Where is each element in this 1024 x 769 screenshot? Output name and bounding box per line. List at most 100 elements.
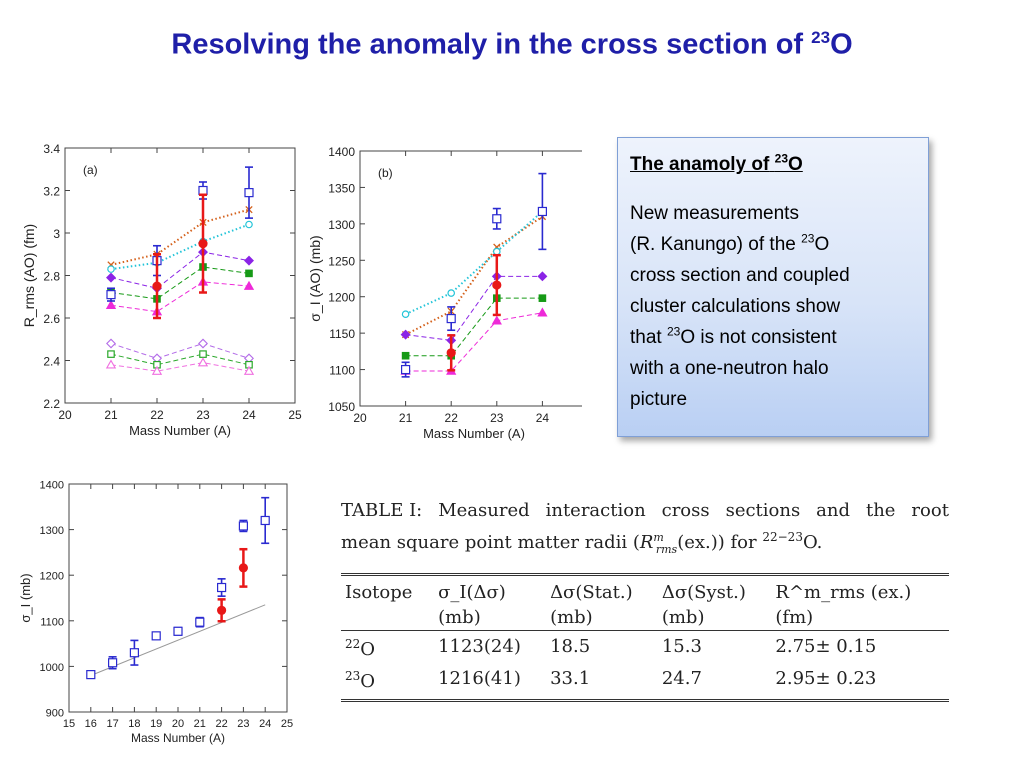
series-line bbox=[405, 312, 543, 372]
header-cell: R^m_rms (ex.) bbox=[771, 572, 949, 605]
callout-body: New measurements (R. Kanungo) of the 23O… bbox=[630, 198, 916, 415]
data-point bbox=[195, 617, 205, 627]
plot-frame bbox=[64, 147, 296, 404]
y-tick-label: 2.4 bbox=[43, 355, 60, 369]
sigma-cell: 1216(41) bbox=[434, 662, 547, 702]
x-tick-label: 17 bbox=[106, 718, 118, 730]
data-point bbox=[245, 269, 253, 278]
header-unit: (fm) bbox=[775, 606, 814, 628]
series-line bbox=[110, 362, 250, 372]
data-point bbox=[105, 299, 117, 309]
series-line bbox=[405, 215, 543, 336]
y-tick-label: 1100 bbox=[329, 364, 355, 378]
stat-cell: 33.1 bbox=[546, 662, 658, 702]
x-tick-label: 18 bbox=[128, 718, 140, 730]
callout-line: O bbox=[814, 234, 830, 255]
caption-text: mean square point matter radii ( bbox=[341, 532, 640, 553]
y-tick-label: 2.8 bbox=[43, 270, 60, 284]
y-tick-label: 1250 bbox=[328, 254, 355, 268]
y-tick-label: 1100 bbox=[40, 616, 64, 628]
y-tick-label: 1350 bbox=[328, 181, 355, 195]
x-tick-label: 25 bbox=[281, 718, 293, 730]
y-tick-label: 3.2 bbox=[43, 185, 60, 199]
plot-frame bbox=[68, 483, 288, 713]
data-point bbox=[244, 255, 254, 266]
data-point bbox=[243, 280, 255, 290]
callout-line: cluster calculations show bbox=[630, 296, 841, 317]
data-point bbox=[243, 365, 255, 375]
table-row: 22O 1123(24) 18.5 15.3 2.75± 0.15 bbox=[341, 629, 949, 663]
plot-frame bbox=[359, 150, 589, 407]
data-point bbox=[238, 521, 248, 531]
caption-word: the bbox=[865, 500, 896, 521]
x-tick-label: 24 bbox=[536, 411, 550, 425]
isotope-cell: 23O bbox=[341, 662, 435, 702]
x-tick-label: 22 bbox=[215, 718, 227, 730]
x-tick-label: 20 bbox=[58, 408, 72, 422]
callout-line: with a one-neutron halo bbox=[630, 358, 829, 379]
x-tick-label: 24 bbox=[259, 718, 271, 730]
header-unit bbox=[341, 605, 434, 631]
chart-b-panel: 20 21 22 23 24 1050 1100 1150 1200 1250 1300 1350 14… bbox=[302, 138, 589, 450]
series-line bbox=[110, 342, 250, 359]
isotope-element: O bbox=[360, 670, 376, 692]
table-caption: TABLE I: Measured interaction cross sect… bbox=[341, 497, 949, 563]
callout-line: O is not consistent bbox=[680, 327, 837, 348]
caption-R: R bbox=[639, 532, 654, 553]
series-line bbox=[110, 266, 250, 300]
x-tick-label: 15 bbox=[63, 718, 75, 730]
radius-cell: 2.95± 0.23 bbox=[771, 662, 949, 702]
data-point bbox=[107, 265, 115, 273]
data-point bbox=[217, 582, 227, 593]
data-point bbox=[492, 280, 502, 290]
y-tick-label: 2.2 bbox=[43, 397, 60, 411]
data-point bbox=[106, 338, 116, 349]
data-point bbox=[238, 563, 248, 573]
x-tick-label: 21 bbox=[399, 411, 413, 425]
header-cell: Δσ(Stat.) bbox=[546, 572, 658, 605]
data-point bbox=[105, 359, 117, 369]
isotope-element: O bbox=[360, 638, 376, 660]
data-point bbox=[446, 348, 456, 358]
header-unit: (mb) bbox=[438, 606, 481, 628]
syst-cell: 15.3 bbox=[657, 629, 772, 663]
y-tick-label: 1400 bbox=[328, 145, 355, 159]
data-point bbox=[198, 185, 208, 196]
x-tick-label: 19 bbox=[150, 718, 162, 730]
x-axis-label: Mass Number (A) bbox=[129, 423, 231, 438]
caption-R-sup: m bbox=[653, 531, 664, 544]
data-point bbox=[151, 365, 163, 375]
caption-word: sections bbox=[725, 500, 801, 521]
series-line bbox=[90, 604, 266, 676]
y-axis-label: σ_I (mb) bbox=[18, 573, 33, 622]
header-cell: Δσ(Syst.) bbox=[657, 572, 772, 605]
page-title: Resolving the anomaly in the cross secti… bbox=[0, 28, 1024, 62]
data-point bbox=[217, 605, 227, 615]
data-point bbox=[106, 290, 116, 300]
chart-c-panel: 15 16 17 18 19 20 21 22 23 24 25 900 1000 1100 1200 130… bbox=[14, 474, 300, 764]
data-point bbox=[106, 272, 116, 283]
series-line bbox=[110, 281, 250, 313]
x-tick-label: 23 bbox=[237, 718, 249, 730]
data-point bbox=[152, 281, 162, 291]
caption-iso: O. bbox=[802, 532, 823, 553]
header-unit: (mb) bbox=[550, 606, 593, 628]
y-tick-label: 2.6 bbox=[43, 312, 60, 326]
data-point bbox=[401, 310, 410, 319]
data-point bbox=[197, 357, 209, 367]
callout-line: New measurements bbox=[630, 203, 799, 224]
chart-a-panel: 20 21 22 23 24 25 2.2 2.4 2.6 2.8 3 3.2 3.4 Mass Numb… bbox=[14, 137, 314, 443]
y-tick-label: 3.4 bbox=[43, 142, 60, 156]
isotope-mass: 22 bbox=[345, 636, 361, 651]
x-tick-label: 20 bbox=[353, 411, 367, 425]
caption-word: root bbox=[911, 500, 949, 521]
caption-word: cross bbox=[661, 500, 710, 521]
callout-heading: The anamoly of 23O bbox=[630, 153, 916, 176]
page-title-text: Resolving the anomaly in the cross secti… bbox=[171, 28, 804, 61]
data-point bbox=[244, 188, 254, 198]
header-cell: σ_I(Δσ) bbox=[434, 572, 547, 605]
y-tick-label: 1200 bbox=[40, 571, 64, 583]
page-title-sup: 23 bbox=[811, 28, 831, 47]
callout-line: that bbox=[630, 327, 662, 348]
callout-box: The anamoly of 23O New measurements (R. … bbox=[617, 137, 929, 437]
